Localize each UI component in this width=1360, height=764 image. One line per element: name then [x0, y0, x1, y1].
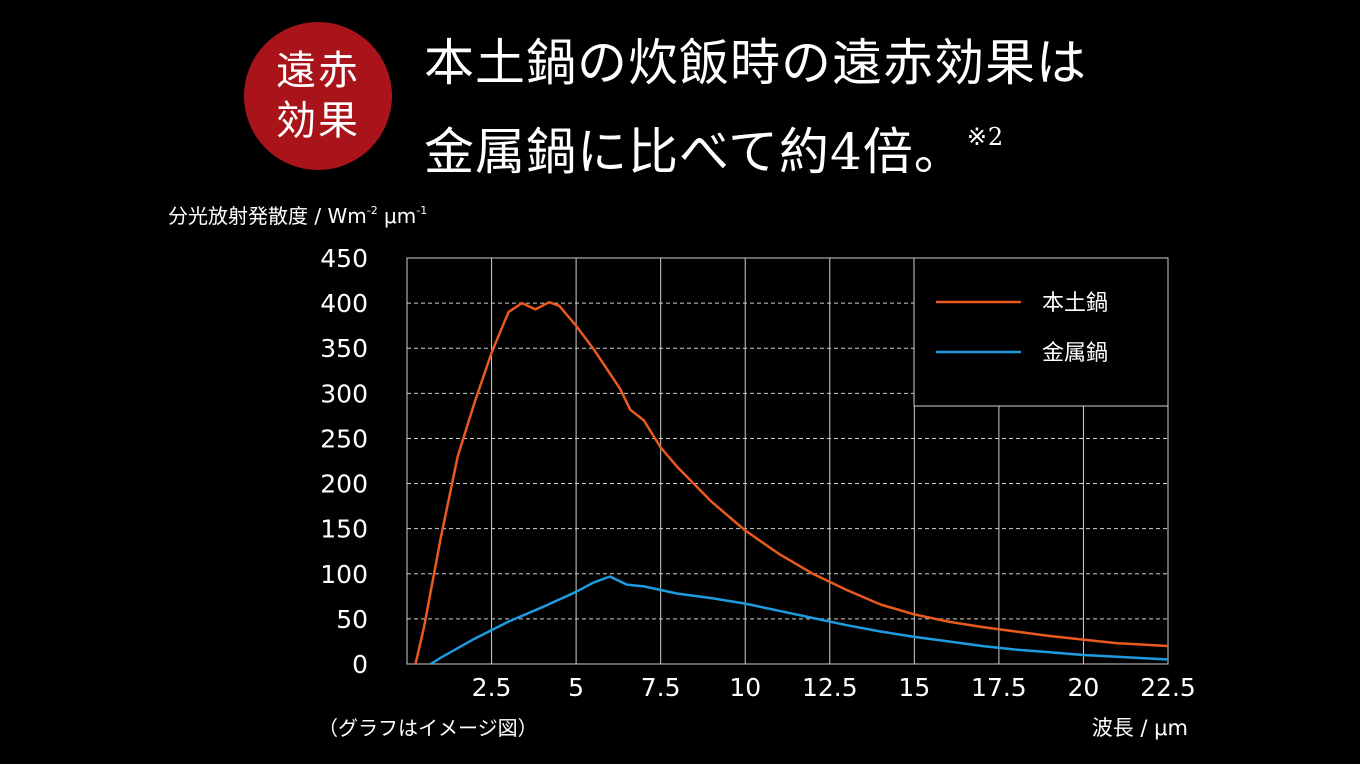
- y-axis-label-main: 分光放射発散度 / Wm: [168, 204, 367, 228]
- legend-label-metal: 金属鍋: [1042, 341, 1108, 366]
- y-tick-label-100: 100: [320, 560, 368, 589]
- x-tick-label-5: 5: [568, 673, 584, 702]
- y-tick-label-350: 350: [320, 334, 368, 363]
- y-tick-label-400: 400: [320, 289, 368, 318]
- x-tick-label-12.5: 12.5: [802, 673, 858, 702]
- headline: 本土鍋の炊飯時の遠赤効果は 金属鍋に比べて約4倍。※2: [424, 26, 1087, 189]
- legend-box: [913, 257, 1169, 407]
- y-tick-label-0: 0: [352, 650, 368, 679]
- y-tick-label-150: 150: [320, 515, 368, 544]
- footnote-mark: ※2: [966, 123, 1005, 151]
- x-tick-label-7.5: 7.5: [641, 673, 681, 702]
- x-tick-label-20: 20: [1068, 673, 1100, 702]
- x-tick-label-10: 10: [729, 673, 761, 702]
- x-tick-label-17.5: 17.5: [971, 673, 1027, 702]
- y-tick-label-300: 300: [320, 379, 368, 408]
- y-tick-label-200: 200: [320, 470, 368, 499]
- y-tick-label-50: 50: [336, 605, 368, 634]
- y-axis-label-mid: μm: [377, 204, 417, 228]
- headline-line-2: 金属鍋に比べて約4倍。※2: [424, 100, 1087, 189]
- y-axis-label: 分光放射発散度 / Wm-2 μm-1: [168, 200, 427, 229]
- x-tick-label-22.5: 22.5: [1140, 673, 1196, 702]
- plot-frame: [406, 257, 1169, 665]
- badge-line-1: 遠赤: [276, 48, 360, 94]
- legend-label-donabe: 本土鍋: [1042, 291, 1108, 316]
- headline-line-2-text: 金属鍋に比べて約4倍。: [424, 123, 965, 181]
- y-tick-label-250: 250: [320, 424, 368, 453]
- y-axis-label-exponent-2: -1: [416, 204, 428, 217]
- badge-line-2: 効果: [276, 98, 360, 144]
- far-infrared-badge: 遠赤 効果: [244, 22, 392, 170]
- x-axis-label: 波長 / μm: [1091, 716, 1188, 740]
- series-line-metal: [430, 575, 1169, 666]
- y-tick-label-450: 450: [320, 244, 368, 273]
- image-note: （グラフはイメージ図）: [318, 716, 538, 740]
- y-axis-label-exponent-1: -2: [366, 204, 378, 217]
- series-line-donabe: [414, 300, 1169, 665]
- headline-line-1: 本土鍋の炊飯時の遠赤効果は: [424, 34, 1087, 92]
- x-tick-label-15: 15: [898, 673, 930, 702]
- x-tick-label-2.5: 2.5: [472, 673, 512, 702]
